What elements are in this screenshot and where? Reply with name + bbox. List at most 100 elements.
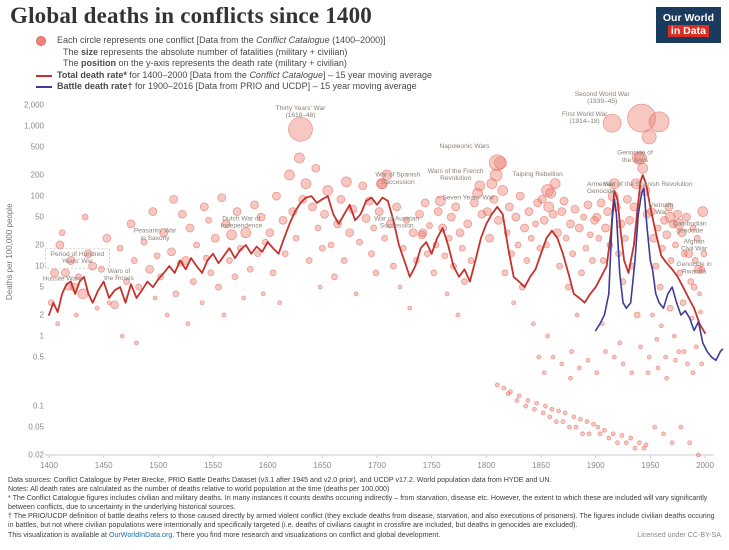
conflict-point [435,195,446,207]
conflict-point [298,194,308,204]
conflict-point [272,191,281,201]
conflict-point [210,233,220,243]
conflict-point [532,220,539,228]
conflict-point [661,431,666,437]
legend-text: The position on the y-axis represents th… [63,58,347,68]
conflict-point [601,223,610,233]
conflict-point [567,424,572,430]
conflict-point [557,207,567,216]
x-tick-label: 1400 [40,461,58,470]
conflict-point [523,257,531,264]
x-tick-label: 1850 [532,461,550,470]
x-tick-label: 1950 [641,461,659,470]
conflict-point [664,375,670,381]
conflict-point [110,300,119,310]
x-tick-label: 2000 [696,461,714,470]
conflict-point [697,291,702,297]
y-tick-label: 0.5 [33,353,45,362]
conflict-point [569,349,574,354]
conflict-point [426,222,433,229]
conflict-point [300,178,312,190]
conflict-point [666,304,674,312]
legend-line: The position on the y-axis represents th… [42,58,432,70]
conflict-point [494,156,507,170]
conflict-point [533,198,543,208]
conflict-point [483,207,492,216]
legend-text: Total death rate* for 1400–2000 [Data fr… [57,69,433,80]
conflict-point [680,250,688,258]
conflict-point [699,361,705,367]
battle-death-rate-line [594,187,724,362]
conflict-point [660,215,669,225]
conflict-point [322,185,334,196]
conflict-annotation: Napoleonic Wars [440,143,491,150]
conflict-point [81,213,89,221]
conflict-point [66,256,76,265]
conflict-point [654,336,660,342]
conflict-point [514,241,522,249]
conflict-point [84,249,93,259]
conflict-point [308,202,317,212]
legend-text: Battle death rate† for 1900–2016 [Data f… [57,81,417,91]
conflict-point [392,202,402,212]
conflict-point [540,410,546,416]
conflict-point [547,414,553,420]
conflict-point [318,244,326,252]
conflict-point [444,291,450,297]
conflict-point [408,228,418,238]
conflict-point [361,214,371,223]
conflict-point [485,233,494,243]
conflict-point [562,410,568,416]
conflict-point [294,152,305,164]
conflict-point [574,223,584,233]
conflict-point [284,169,295,181]
conflict-annotation: Period of Hundred Years' War [51,251,105,265]
conflict-point [599,257,607,264]
conflict-point [681,349,687,354]
conflict-point [586,431,592,437]
conflict-point [246,265,254,273]
conflict-point [119,333,125,339]
conflict-point [650,312,655,318]
conflict-point [489,194,499,204]
conflict-point [629,370,635,376]
conflict-annotation: Taiping Rebellion [513,171,564,178]
legend-line: Each circle represents one conflict [Dat… [36,35,432,47]
conflict-point [320,209,329,219]
conflict-point [524,207,534,216]
conflict-point [418,228,428,238]
conflict-point [691,257,699,264]
conflict-point [595,234,603,242]
conflict-point [420,198,430,208]
conflict-point [641,445,647,451]
conflict-point [652,262,660,270]
conflict-point [240,227,252,239]
conflict-point [527,234,535,242]
conflict-point [615,440,620,446]
conflict-point [520,223,529,233]
conflict-point [331,273,338,281]
conflict-point [199,300,205,306]
conflict-point [608,178,620,190]
owid-link[interactable]: OurWorldInData.org [108,531,173,539]
conflict-point [663,354,668,360]
x-tick-label: 1550 [204,461,222,470]
conflict-point [221,312,227,318]
conflict-annotation: Genocide in Rwanda [676,261,712,275]
y-tick-label: 2 [40,311,45,320]
conflict-point [254,250,262,258]
x-tick-label: 1600 [259,461,277,470]
conflict-point [55,240,65,250]
conflict-point [327,241,335,249]
conflict-point [568,375,573,381]
conflict-point [573,424,579,430]
conflict-point [226,257,233,264]
conflict-point [501,269,509,277]
conflict-point [638,344,643,350]
conflict-point [356,238,363,246]
conflict-point [461,278,468,285]
conflict-point [530,321,536,327]
conflict-point [632,445,638,451]
conflict-point [381,169,393,181]
conflict-point [140,238,148,246]
